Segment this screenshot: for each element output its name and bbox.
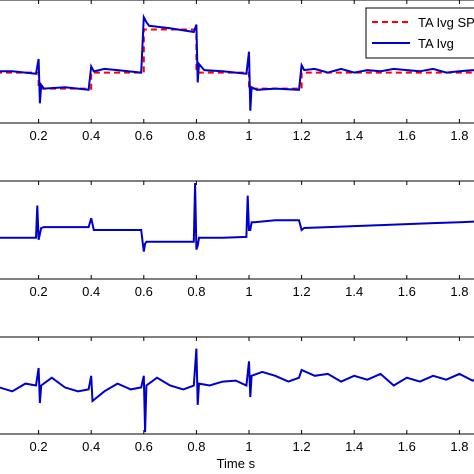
x-tick-label: 0.2 [30, 439, 48, 454]
x-tick-label: 0.4 [82, 284, 100, 299]
x-axis-label: Time s [217, 456, 256, 471]
series-line-p3 [0, 348, 474, 433]
x-tick-label: 1.8 [450, 439, 468, 454]
subplot-2: 0.2 0.4 0.6 0.8 1 1.2 1.4 1.6 1.8 [0, 180, 474, 299]
x-tick-label: 0.6 [135, 128, 153, 143]
subplot-3: 0.2 0.4 0.6 0.8 1 1.2 1.4 1.6 1.8 Time s [0, 336, 474, 471]
x-tick-label: 0.6 [135, 284, 153, 299]
x-tick-label: 0.8 [187, 439, 205, 454]
subplot-1: 0.2 0.4 0.6 0.8 1 1.2 1.4 1.6 1.8 TA Ivg SP TA Ivg [0, 0, 474, 143]
x-tick-label: 0.4 [82, 128, 100, 143]
x-tick-label: 1.8 [450, 284, 468, 299]
x-tick-label: 1.2 [293, 128, 311, 143]
x-tick-label: 1 [245, 128, 252, 143]
x-tick-label: 1.8 [450, 128, 468, 143]
x-tick-label: 0.4 [82, 439, 100, 454]
x-tick-label: 1 [245, 284, 252, 299]
x-tick-label: 1.4 [345, 439, 363, 454]
axes-box [0, 180, 474, 280]
axes-box [0, 336, 474, 435]
x-tick-label: 0.2 [30, 128, 48, 143]
x-tick-label: 0.8 [187, 284, 205, 299]
x-tick-label: 1.4 [345, 128, 363, 143]
x-tick-label: 1.6 [398, 439, 416, 454]
x-tick-label: 1.2 [293, 284, 311, 299]
axes-box [0, 0, 474, 124]
x-tick-label: 0.2 [30, 284, 48, 299]
x-tick-label: 1 [245, 439, 252, 454]
x-tick-label: 1.6 [398, 284, 416, 299]
x-tick-label: 0.8 [187, 128, 205, 143]
x-tick-label: 1.2 [293, 439, 311, 454]
x-tick-label: 1.6 [398, 128, 416, 143]
series-line-p2 [0, 182, 474, 252]
x-tick-label: 1.4 [345, 284, 363, 299]
legend-label: TA Ivg [418, 36, 454, 51]
x-tick-label: 0.6 [135, 439, 153, 454]
legend: TA Ivg SP TA Ivg [365, 7, 474, 59]
legend-box [365, 7, 474, 59]
legend-label: TA Ivg SP [418, 15, 474, 30]
series-line-ta-ivg [0, 13, 474, 111]
